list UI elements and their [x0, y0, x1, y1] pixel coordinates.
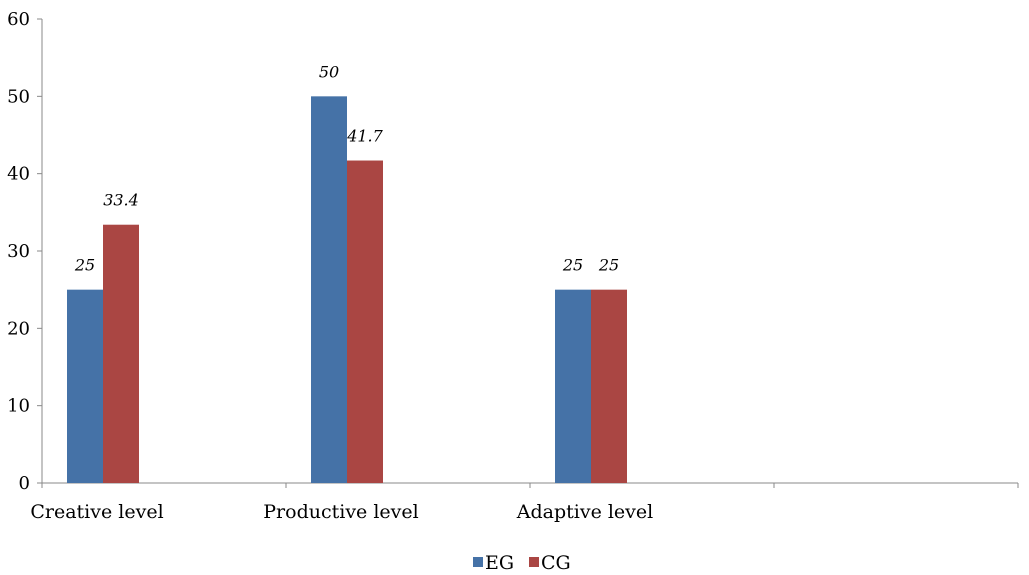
data-label: 25 — [562, 256, 583, 275]
data-label: 33.4 — [103, 191, 139, 210]
legend-swatch-eg — [473, 557, 483, 567]
x-category-label: Adaptive level — [516, 501, 653, 523]
data-label: 50 — [319, 62, 339, 81]
bar-eg-0 — [67, 289, 103, 483]
x-axis: Creative level Productive level Adaptive l… — [30, 482, 1019, 523]
x-category-label: Productive level — [263, 501, 418, 523]
y-tick-label: 20 — [7, 318, 30, 339]
bar-cg-0 — [103, 224, 139, 483]
bar-cg-2 — [591, 289, 627, 483]
legend-swatch-cg — [529, 557, 539, 567]
data-label: 25 — [74, 256, 95, 275]
legend: EG CG — [473, 552, 571, 574]
legend-label-eg: EG — [485, 552, 514, 574]
y-tick-label: 40 — [7, 164, 30, 185]
data-label: 41.7 — [346, 127, 383, 146]
y-tick-label: 30 — [7, 241, 30, 262]
y-tick-label: 0 — [19, 473, 30, 494]
data-labels: 25 33.4 50 41.7 25 25 — [74, 62, 619, 274]
bar-eg-2 — [555, 289, 591, 483]
bar-cg-1 — [347, 160, 383, 483]
legend-label-cg: CG — [541, 552, 571, 574]
y-axis: 0 10 20 30 40 50 60 — [7, 9, 43, 494]
bar-eg-1 — [311, 96, 347, 483]
data-label: 25 — [598, 256, 619, 275]
y-tick-label: 50 — [7, 86, 30, 107]
bars — [67, 96, 627, 483]
x-category-label: Creative level — [30, 501, 163, 523]
y-tick-label: 10 — [7, 396, 30, 417]
y-tick-label: 60 — [7, 9, 30, 30]
